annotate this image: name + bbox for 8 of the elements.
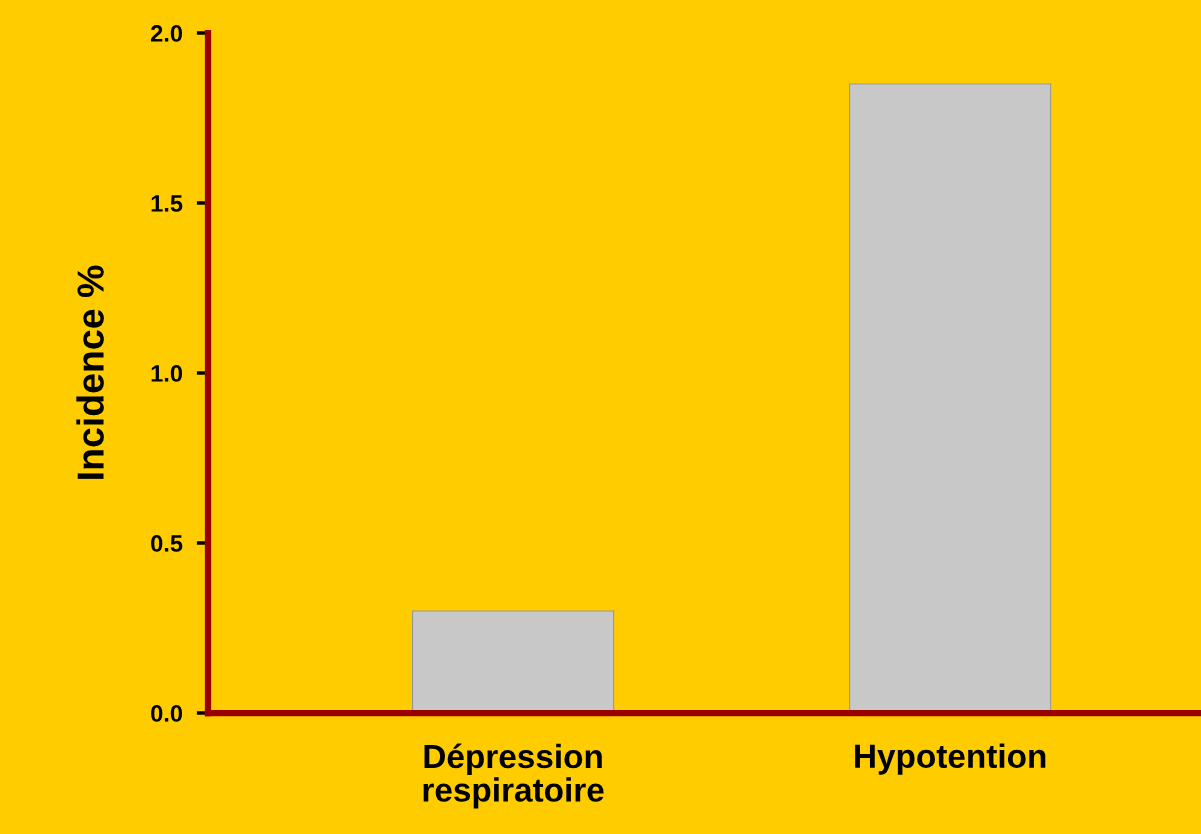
y-tick-label: 1.5	[151, 195, 183, 212]
y-axis-title: Incidence %	[76, 265, 104, 479]
x-tick-label: Hypotention	[855, 743, 1046, 775]
y-tick-label: 0.5	[151, 535, 183, 552]
y-tick-label: 0.0	[151, 705, 183, 722]
y-tick-label: 2.0	[151, 25, 183, 42]
y-tick-label: 1.0	[151, 365, 183, 382]
x-tick-label: Dépression respiratoire	[423, 743, 604, 809]
